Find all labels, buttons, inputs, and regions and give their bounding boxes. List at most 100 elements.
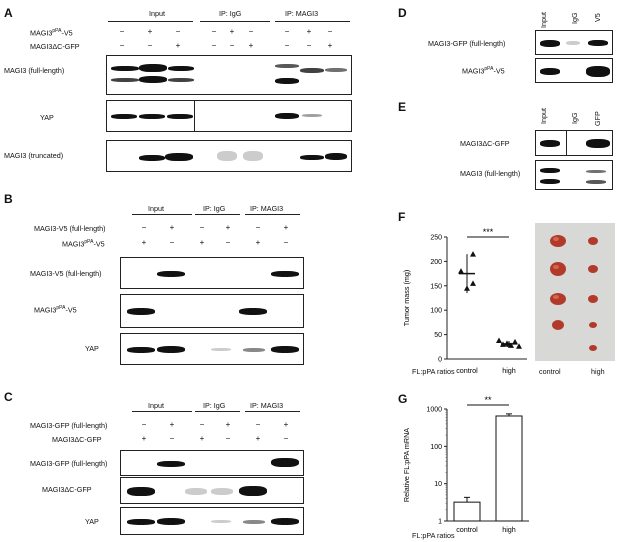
blot-label: MAGI3-V5 (full-length) (30, 269, 102, 278)
header-ip-magi3: IP: MAGI3 (285, 9, 319, 18)
blot-label: MAGI3 (full-length) (460, 169, 521, 178)
treatment-sign: − (199, 223, 205, 232)
blot-magi3ppa-v5 (120, 294, 304, 328)
blot-magi3dc-gfp (120, 477, 304, 504)
panel-letter: D (398, 6, 407, 20)
data-point (516, 343, 522, 349)
treatment-sign: + (229, 27, 235, 36)
treatment-sign: − (283, 434, 289, 443)
lane-input: Input (539, 108, 548, 124)
y-tick-label: 10 (434, 481, 442, 488)
treatment-sign: + (175, 41, 181, 50)
treatment-sign: + (283, 223, 289, 232)
treatment-sign: − (284, 27, 290, 36)
x-tick-label: high (502, 366, 516, 375)
treatment-sign: − (175, 27, 181, 36)
data-point (470, 251, 476, 257)
tumor-mass-chart: 0 50 100 150 200 250 Tumor mass (mg) control hig… (402, 227, 527, 375)
blot-label: MAGI3-GFP (full-length) (428, 39, 506, 48)
y-tick-label: 50 (434, 332, 442, 339)
lane-v5: V5 (593, 13, 602, 22)
y-tick-label: 1 (438, 519, 442, 526)
mrna-bar-chart: 1 10 100 1000 Relative FL:pPA mRNA control hig… (402, 395, 529, 534)
treatment-sign: − (119, 27, 125, 36)
treatment-sign: − (225, 238, 231, 247)
photo-label-control: control (539, 367, 561, 376)
blot-yap (106, 100, 352, 132)
treatment-sign: + (199, 238, 205, 247)
panel-letter: F (398, 210, 406, 224)
bar (453, 501, 481, 522)
ratio-label: FL:pPA ratios (412, 531, 455, 540)
header-input: Input (149, 9, 165, 18)
y-tick-label: 100 (430, 444, 442, 451)
y-tick-label: 0 (438, 357, 442, 364)
treatment-sign: + (283, 420, 289, 429)
blot-label: MAGI3-GFP (full-length) (30, 459, 108, 468)
treatment-sign: − (327, 27, 333, 36)
treatment-label: MAGI3-V5 (full-length) (34, 224, 106, 233)
tumor-photo-image (550, 235, 598, 351)
y-axis-label: Tumor mass (mg) (402, 270, 411, 326)
treatment-sign: − (255, 223, 261, 232)
treatment-sign: − (225, 434, 231, 443)
blot-label: YAP (40, 113, 54, 122)
blot-magi3-full (535, 160, 613, 190)
treatment-sign: + (327, 41, 333, 50)
treatment-sign: − (229, 41, 235, 50)
panel-letter: E (398, 100, 407, 114)
blot-label: MAGI3ΔC-GFP (460, 139, 510, 148)
treatment-sign: − (211, 41, 217, 50)
treatment-label: MAGI3ΔC-GFP (30, 42, 80, 51)
lane-igg: IgG (570, 12, 579, 24)
blot-label: MAGI3 (full-length) (4, 66, 65, 75)
header-ip-magi3: IP: MAGI3 (250, 401, 284, 410)
treatment-sign: − (211, 27, 217, 36)
blot-label: MAGI3ΔC-GFP (42, 485, 92, 494)
y-tick-label: 200 (430, 259, 442, 266)
blot-magi3-truncated (106, 140, 352, 172)
blot-yap (120, 333, 304, 365)
treatment-sign: − (283, 238, 289, 247)
treatment-sign: − (169, 238, 175, 247)
lane-gfp: GFP (593, 111, 602, 126)
y-tick-label: 1000 (426, 407, 442, 414)
panel-letter: C (4, 390, 13, 404)
treatment-sign: + (306, 27, 312, 36)
treatment-sign: + (248, 41, 254, 50)
x-tick-label: control (456, 525, 478, 534)
header-ip-magi3: IP: MAGI3 (250, 204, 284, 213)
header-input: Input (148, 204, 164, 213)
x-tick-label: control (456, 366, 478, 375)
treatment-sign: − (141, 223, 147, 232)
treatment-sign: + (255, 434, 261, 443)
blot-label: MAGI3pPA-V5 (462, 66, 505, 76)
significance-label: ** (484, 395, 492, 405)
data-point (512, 338, 518, 345)
lane-input: Input (539, 12, 548, 28)
treatment-sign: + (141, 238, 147, 247)
treatment-sign: − (306, 41, 312, 50)
lane-igg: IgG (570, 112, 579, 124)
treatment-sign: + (199, 434, 205, 443)
treatment-sign: + (147, 27, 153, 36)
blot-magi3ppa-v5 (535, 58, 613, 83)
panel-letter: B (4, 192, 13, 206)
treatment-sign: − (169, 434, 175, 443)
blot-magi3-full (106, 55, 352, 95)
treatment-sign: + (255, 238, 261, 247)
photo-label-high: high (591, 367, 605, 376)
treatment-sign: + (141, 434, 147, 443)
tumor-photo (535, 223, 615, 361)
treatment-label: MAGI3pPA-V5 (62, 239, 105, 249)
y-tick-label: 150 (430, 283, 442, 290)
blot-yap (120, 507, 304, 535)
panel-letter: A (4, 6, 13, 20)
blot-magi3dc-gfp (535, 130, 613, 156)
blot-magi3-v5 (120, 257, 304, 289)
treatment-sign: − (255, 420, 261, 429)
blot-magi3-gfp (535, 30, 613, 55)
data-point (458, 268, 464, 274)
header-ip-igg: IP: IgG (203, 204, 226, 213)
treatment-sign: − (119, 41, 125, 50)
